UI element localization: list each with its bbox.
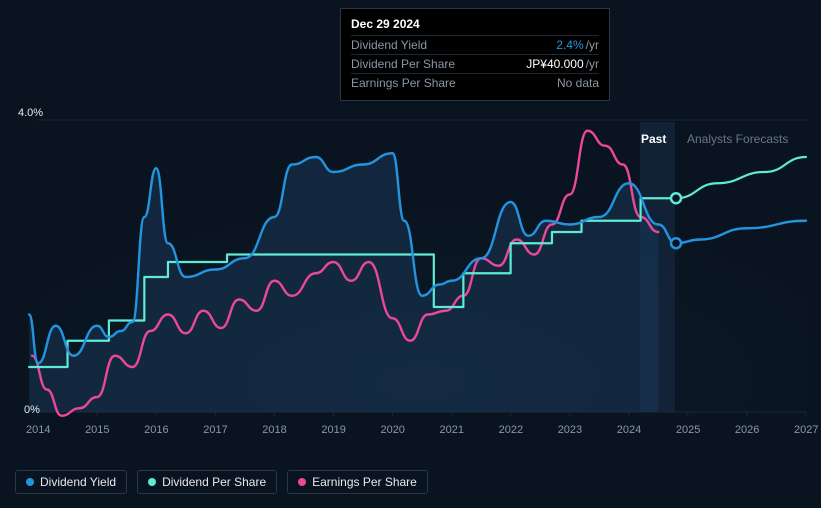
x-axis-year: 2014 [26,424,50,436]
legend-label: Earnings Per Share [312,475,417,489]
legend-dot [148,478,156,486]
x-axis-year: 2018 [262,424,286,436]
tooltip-label: Dividend Yield [351,38,427,52]
x-axis-year: 2024 [617,424,641,436]
legend-item[interactable]: Earnings Per Share [287,470,428,494]
x-axis-year: 2015 [85,424,109,436]
x-axis-year: 2023 [558,424,582,436]
chart-container: 4.0% 0% 2014 2015 2016 2017 2018 2019 2020 2021… [0,0,821,508]
y-axis-label-min: 0% [24,404,40,416]
legend-label: Dividend Per Share [162,475,266,489]
tooltip-label: Earnings Per Share [351,76,456,90]
y-axis-label-max: 4.0% [18,107,43,119]
legend-label: Dividend Yield [40,475,116,489]
tooltip-label: Dividend Per Share [351,57,455,71]
tooltip-row: Dividend Yield 2.4%/yr [351,35,599,54]
x-axis-year: 2016 [144,424,168,436]
x-axis-year: 2026 [735,424,759,436]
x-axis-year: 2027 [794,424,818,436]
x-axis-year: 2017 [203,424,227,436]
tooltip-value: JP¥40.000/yr [526,57,599,71]
x-axis-year: 2020 [380,424,404,436]
tooltip-value: 2.4%/yr [556,38,599,52]
legend-bar: Dividend Yield Dividend Per Share Earnings… [15,470,428,494]
x-axis-year: 2021 [440,424,464,436]
tooltip-row: Earnings Per Share No data [351,73,599,92]
tooltip: Dec 29 2024 Dividend Yield2.4%/yrDividen… [340,8,610,101]
x-axis-year: 2019 [321,424,345,436]
x-axis-year: 2022 [499,424,523,436]
tooltip-row: Dividend Per Share JP¥40.000/yr [351,54,599,73]
legend-dot [298,478,306,486]
legend-item[interactable]: Dividend Yield [15,470,127,494]
tooltip-value: No data [557,76,599,90]
past-label: Past [641,132,666,146]
forecast-label: Analysts Forecasts [687,132,788,146]
tooltip-date: Dec 29 2024 [351,17,599,31]
legend-item[interactable]: Dividend Per Share [137,470,277,494]
legend-dot [26,478,34,486]
x-axis-year: 2025 [676,424,700,436]
